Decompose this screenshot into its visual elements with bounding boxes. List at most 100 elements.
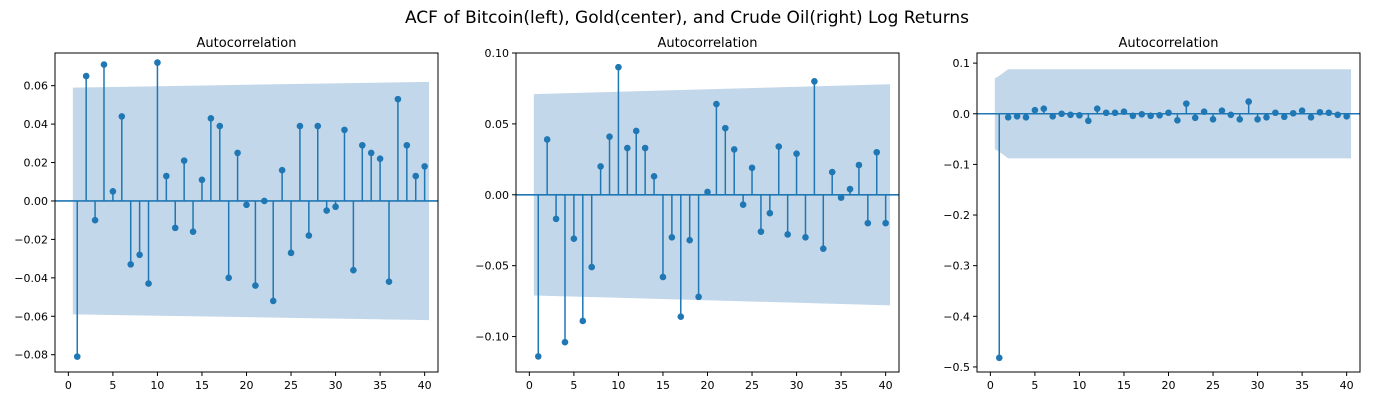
x-tick-label: 15 <box>195 379 209 392</box>
marker-lag-3 <box>1013 112 1021 120</box>
marker-lag-31 <box>341 126 348 134</box>
marker-lag-17 <box>1138 110 1146 118</box>
marker-lag-17 <box>677 313 685 321</box>
marker-lag-4 <box>100 61 108 68</box>
y-tick-label: 0.05 <box>485 118 510 131</box>
marker-lag-20 <box>704 188 711 196</box>
marker-lag-27 <box>766 209 774 217</box>
marker-lag-10 <box>615 63 622 71</box>
marker-lag-14 <box>1111 109 1119 117</box>
y-tick-label: −0.04 <box>14 272 48 285</box>
marker-lag-30 <box>793 150 800 157</box>
x-tick-label: 15 <box>1117 379 1131 392</box>
marker-lag-28 <box>314 122 322 130</box>
panel-title: Autocorrelation <box>197 36 297 51</box>
y-tick-label: 0.00 <box>485 189 510 202</box>
marker-lag-9 <box>1067 111 1074 119</box>
marker-lag-23 <box>269 297 277 305</box>
marker-lag-1 <box>534 353 542 360</box>
marker-lag-4 <box>561 338 569 346</box>
marker-lag-24 <box>278 166 286 174</box>
marker-lag-28 <box>775 143 783 150</box>
marker-lag-33 <box>1280 113 1288 121</box>
marker-lag-34 <box>1289 109 1297 117</box>
y-tick-label: −0.1 <box>943 158 970 171</box>
marker-lag-20 <box>243 201 250 209</box>
y-tick-label: −0.5 <box>943 361 970 374</box>
x-tick-label: 35 <box>834 379 848 392</box>
marker-lag-39 <box>873 148 881 156</box>
marker-lag-18 <box>686 236 693 244</box>
y-tick-label: −0.02 <box>14 233 48 246</box>
x-tick-label: 35 <box>373 379 387 392</box>
x-tick-label: 35 <box>1295 379 1309 392</box>
x-tick-label: 40 <box>1340 379 1354 392</box>
marker-lag-6 <box>1040 105 1048 112</box>
marker-lag-37 <box>394 95 402 103</box>
x-tick-label: 30 <box>1251 379 1265 392</box>
marker-lag-31 <box>1263 114 1270 121</box>
marker-lag-13 <box>641 144 649 152</box>
marker-lag-1 <box>73 353 81 360</box>
y-tick-label: −0.08 <box>14 349 48 362</box>
marker-lag-11 <box>163 172 170 180</box>
marker-lag-2 <box>82 72 90 80</box>
marker-lag-16 <box>207 115 215 122</box>
marker-lag-32 <box>1272 109 1279 117</box>
marker-lag-24 <box>1200 108 1208 116</box>
marker-lag-7 <box>127 261 135 268</box>
marker-lag-5 <box>570 235 578 243</box>
x-tick-label: 0 <box>65 379 72 392</box>
marker-lag-38 <box>403 141 411 149</box>
x-tick-label: 5 <box>570 379 577 392</box>
marker-lag-40 <box>1343 112 1350 120</box>
marker-lag-26 <box>296 122 304 130</box>
marker-lag-25 <box>748 164 756 172</box>
marker-lag-40 <box>421 163 428 170</box>
panel-title: Autocorrelation <box>1119 36 1219 51</box>
marker-lag-27 <box>1227 111 1235 119</box>
marker-lag-29 <box>323 207 330 214</box>
marker-lag-12 <box>1093 105 1101 112</box>
marker-lag-40 <box>882 219 889 227</box>
marker-lag-34 <box>828 168 836 176</box>
marker-lag-30 <box>332 203 339 211</box>
marker-lag-37 <box>855 161 863 169</box>
acf-panel-1: 0 5 10 15 20 25 30 35 40 −0.08 −0.06 −0.04 −0.02 0.00… <box>14 36 439 392</box>
marker-lag-23 <box>730 146 738 153</box>
marker-lag-14 <box>189 228 197 236</box>
marker-lag-18 <box>1147 112 1154 120</box>
marker-lag-13 <box>1102 109 1110 117</box>
x-tick-label: 10 <box>611 379 625 392</box>
marker-lag-15 <box>1120 108 1128 116</box>
marker-lag-36 <box>385 278 393 285</box>
marker-lag-19 <box>695 293 702 301</box>
y-tick-label: −0.2 <box>943 209 970 222</box>
marker-lag-14 <box>650 173 658 180</box>
y-tick-label: −0.10 <box>475 331 509 344</box>
x-tick-label: 20 <box>240 379 254 392</box>
marker-lag-7 <box>588 263 596 271</box>
marker-lag-37 <box>1316 108 1324 116</box>
marker-lag-28 <box>1236 116 1244 123</box>
marker-lag-31 <box>802 234 809 241</box>
marker-lag-5 <box>1031 106 1039 114</box>
marker-lag-12 <box>632 127 640 135</box>
marker-lag-36 <box>1307 114 1315 121</box>
marker-lag-9 <box>606 133 613 140</box>
marker-lag-10 <box>1076 111 1083 119</box>
y-tick-label: 0.06 <box>24 80 49 93</box>
marker-lag-13 <box>180 157 188 164</box>
y-tick-label: 0.04 <box>24 118 49 131</box>
marker-lag-24 <box>739 201 747 209</box>
x-tick-label: 15 <box>656 379 670 392</box>
x-tick-label: 40 <box>879 379 893 392</box>
marker-lag-8 <box>597 163 604 170</box>
x-tick-label: 5 <box>109 379 116 392</box>
marker-lag-22 <box>722 124 729 132</box>
marker-lag-26 <box>757 228 765 235</box>
marker-lag-20 <box>1165 109 1172 117</box>
marker-lag-16 <box>1129 112 1137 120</box>
marker-lag-6 <box>579 317 587 325</box>
